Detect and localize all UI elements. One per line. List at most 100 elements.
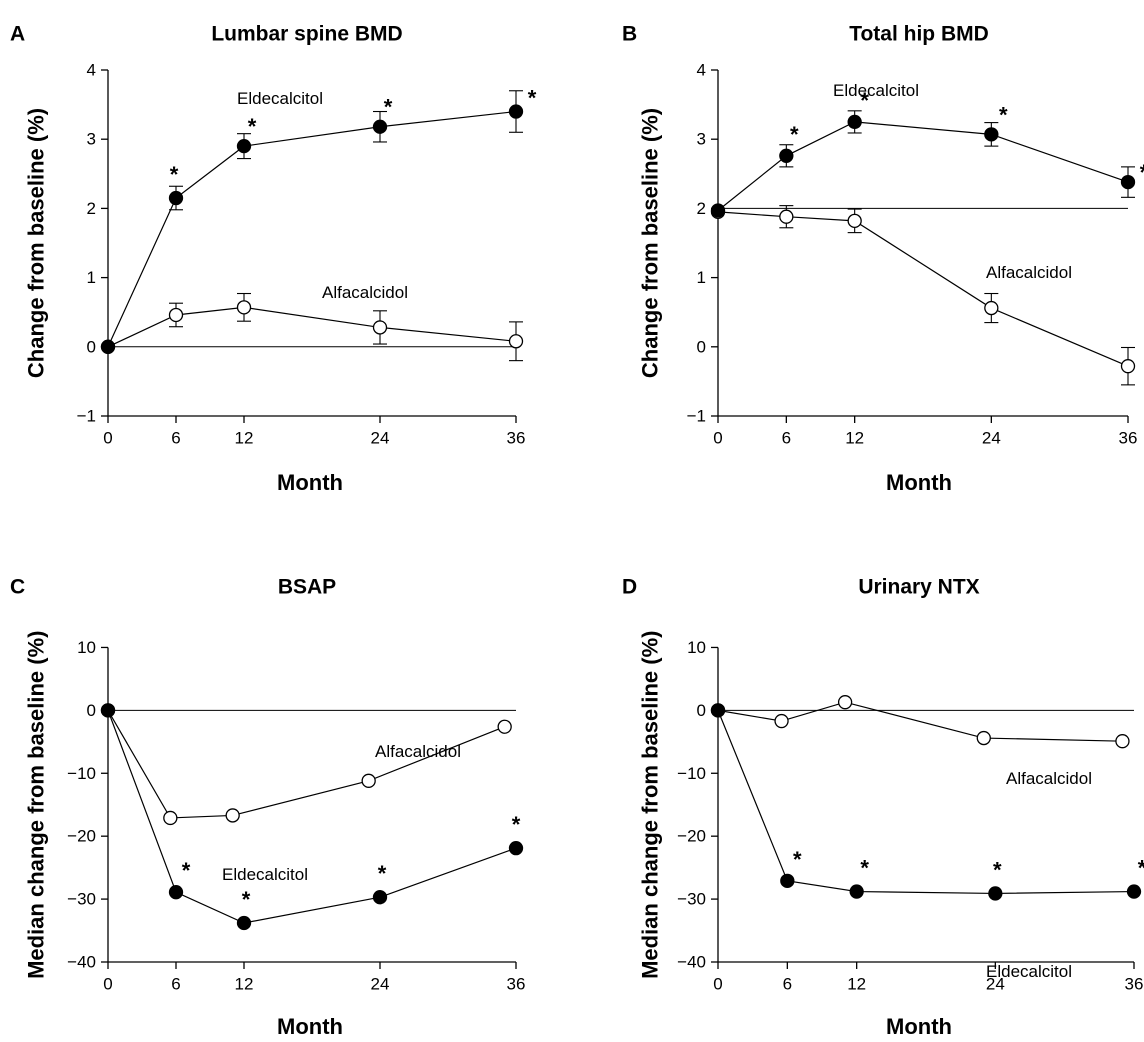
y-tick-label: −10: [677, 764, 706, 783]
x-tick-label: 6: [171, 429, 180, 448]
eldecalcitol-point: [710, 703, 726, 718]
y-tick-label: 10: [687, 638, 706, 657]
y-tick-label: 3: [87, 130, 96, 149]
y-tick-label: −10: [67, 764, 96, 783]
x-tick-label: 24: [982, 429, 1001, 448]
x-tick-label: 6: [171, 975, 180, 994]
eldecalcitol-point: [780, 873, 795, 888]
x-tick-label: 36: [1119, 429, 1138, 448]
y-tick-label: 4: [697, 61, 706, 80]
eldecalcitol-point: [168, 885, 184, 900]
x-tick-label: 36: [507, 429, 526, 448]
y-tick-label: 1: [697, 268, 706, 287]
panel-title: BSAP: [278, 576, 336, 599]
y-tick-label: 0: [87, 701, 96, 720]
eldecalcitol-point: [372, 890, 388, 905]
y-tick-label: 1: [87, 268, 96, 287]
eldecalcitol-series-label: Eldecalcitol: [833, 81, 919, 100]
y-axis-label: Median change from baseline (%): [638, 631, 663, 979]
significance-asterisk: *: [378, 861, 387, 886]
y-tick-label: 0: [87, 337, 96, 356]
significance-asterisk: *: [860, 88, 869, 113]
eldecalcitol-point: [988, 886, 1003, 901]
y-tick-label: −1: [77, 407, 96, 426]
significance-asterisk: *: [860, 856, 869, 881]
alfacalcidol-point: [976, 730, 991, 746]
significance-asterisk: *: [993, 857, 1002, 882]
eldecalcitol-series-line: [717, 121, 1129, 211]
y-tick-label: −20: [677, 827, 706, 846]
y-tick-label: 3: [697, 130, 706, 149]
panel-letter: C: [10, 576, 25, 599]
x-tick-label: 0: [103, 975, 112, 994]
eldecalcitol-series-label: Eldecalcitol: [237, 89, 323, 108]
alfacalcidol-series-label: Alfacalcidol: [1006, 769, 1092, 788]
eldecalcitol-point: [984, 127, 999, 142]
x-tick-label: 0: [103, 429, 112, 448]
x-tick-label: 36: [507, 975, 526, 994]
eldecalcitol-point: [100, 703, 116, 718]
alfacalcidol-point: [1115, 734, 1130, 749]
significance-asterisk: *: [999, 102, 1008, 127]
y-tick-label: −20: [67, 827, 96, 846]
panel-title: Urinary NTX: [858, 576, 979, 599]
x-tick-label: 6: [782, 429, 791, 448]
eldecalcitol-point: [100, 339, 116, 354]
alfacalcidol-point: [774, 713, 789, 729]
panel-c: C BSAP −40 −30 −20 −10 0 10 0 6 12 24 36 Month Median …: [10, 576, 525, 1040]
y-axis-label: Change from baseline (%): [24, 108, 49, 378]
alfacalcidol-series-label: Alfacalcidol: [986, 263, 1072, 282]
x-tick-label: 24: [986, 975, 1005, 994]
x-tick-label: 24: [371, 975, 390, 994]
x-tick-label: 6: [783, 975, 792, 994]
panel-title: Lumbar spine BMD: [211, 23, 402, 46]
eldecalcitol-point: [710, 203, 726, 218]
y-tick-label: −40: [677, 953, 706, 972]
y-tick-label: 2: [697, 199, 706, 218]
panel-letter: A: [10, 23, 25, 46]
y-tick-label: 10: [77, 638, 96, 657]
eldecalcitol-series-label: Eldecalcitol: [986, 962, 1072, 981]
alfacalcidol-point: [1120, 359, 1136, 374]
alfacalcidol-point: [372, 320, 388, 335]
significance-asterisk: *: [384, 95, 393, 120]
significance-asterisk: *: [1138, 856, 1144, 881]
x-axis-label: Month: [277, 470, 343, 495]
eldecalcitol-point: [1120, 174, 1136, 190]
y-tick-label: −40: [67, 953, 96, 972]
alfacalcidol-point: [163, 810, 178, 826]
alfacalcidol-point: [225, 808, 240, 823]
eldecalcitol-point: [372, 119, 388, 134]
x-axis-label: Month: [886, 1014, 952, 1039]
panel-letter: D: [622, 576, 637, 599]
y-axis-label: Median change from baseline (%): [24, 631, 49, 979]
alfacalcidol-point: [168, 307, 184, 323]
y-tick-label: 0: [697, 337, 706, 356]
alfacalcidol-point: [236, 300, 252, 315]
eldecalcitol-point: [236, 915, 252, 931]
significance-asterisk: *: [790, 122, 799, 147]
alfacalcidol-point: [984, 300, 999, 316]
x-tick-label: 12: [235, 429, 254, 448]
panel-letter: B: [622, 23, 637, 46]
alfacalcidol-point: [837, 695, 853, 710]
eldecalcitol-point: [847, 114, 862, 130]
x-tick-label: 12: [847, 975, 866, 994]
significance-asterisk: *: [170, 162, 179, 187]
eldecalcitol-point: [236, 138, 252, 154]
eldecalcitol-point: [508, 840, 524, 856]
x-tick-label: 36: [1125, 975, 1144, 994]
x-axis-label: Month: [886, 470, 952, 495]
alfacalcidol-point: [508, 334, 524, 349]
x-tick-label: 0: [713, 429, 722, 448]
eldecalcitol-point: [1126, 884, 1142, 899]
eldecalcitol-point: [508, 104, 524, 119]
y-tick-label: −30: [677, 890, 706, 909]
x-tick-label: 24: [371, 429, 390, 448]
eldecalcitol-point: [849, 884, 864, 899]
alfacalcidol-point: [497, 719, 512, 734]
significance-asterisk: *: [242, 887, 251, 912]
panel-title: Total hip BMD: [849, 23, 989, 46]
